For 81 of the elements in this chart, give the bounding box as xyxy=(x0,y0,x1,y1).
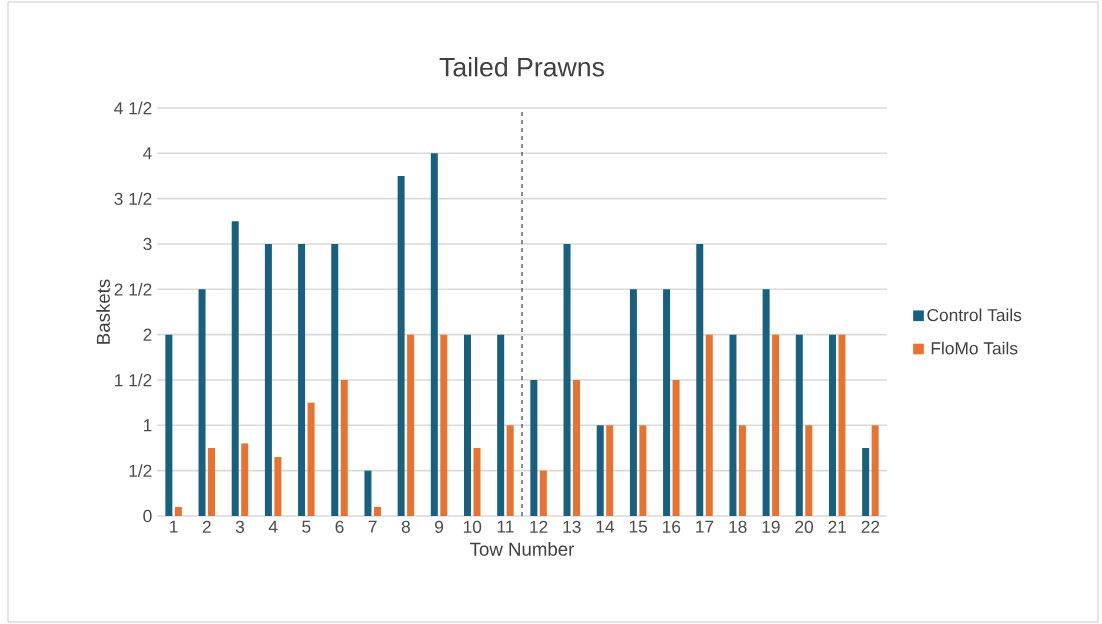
bar xyxy=(340,379,348,516)
x-tick-label: 5 xyxy=(302,520,311,533)
bar xyxy=(241,443,249,516)
x-tick-label: 15 xyxy=(629,520,648,533)
x-tick-label: 8 xyxy=(401,520,410,533)
x-tick-label: 13 xyxy=(563,520,581,533)
y-tick-label: 3 1/2 xyxy=(114,192,152,206)
x-tick-label: 16 xyxy=(663,520,681,533)
y-tick-label: 4 xyxy=(143,147,152,160)
bar xyxy=(696,243,704,516)
bar xyxy=(573,379,581,516)
bar xyxy=(828,334,836,516)
bar xyxy=(208,447,216,516)
y-tick-label: 4 1/2 xyxy=(114,101,152,115)
bar xyxy=(497,334,505,516)
y-axis-title: Baskets xyxy=(96,279,110,344)
x-tick-label: 22 xyxy=(861,520,880,533)
y-tick-label: 1/2 xyxy=(129,464,152,478)
bar xyxy=(871,425,879,516)
bar xyxy=(473,447,481,516)
bar xyxy=(430,153,438,516)
y-tick-label: 2 1/2 xyxy=(114,282,152,296)
x-tick-label: 9 xyxy=(435,520,444,533)
bar xyxy=(772,334,780,516)
bar xyxy=(331,243,339,516)
bar xyxy=(364,470,372,516)
bar xyxy=(862,447,870,516)
bar xyxy=(198,289,206,516)
legend-label: Control Tails xyxy=(927,308,1022,322)
x-tick-label: 18 xyxy=(729,520,747,533)
x-tick-label: 6 xyxy=(335,520,344,533)
bar xyxy=(264,243,272,516)
bar xyxy=(838,334,846,516)
bar xyxy=(463,334,471,516)
x-tick-label: 12 xyxy=(530,520,548,533)
bar xyxy=(165,334,173,516)
bar xyxy=(663,289,671,516)
chart-title: Tailed Prawns xyxy=(439,57,604,77)
bar xyxy=(440,334,448,516)
bar xyxy=(298,243,306,516)
legend-label: FloMo Tails xyxy=(931,341,1018,355)
bar xyxy=(795,334,803,516)
x-tick-label: 2 xyxy=(202,520,211,533)
y-tick-label: 3 xyxy=(143,237,152,251)
bar xyxy=(738,425,746,516)
bar xyxy=(596,425,604,516)
bar xyxy=(407,334,415,516)
bar xyxy=(274,457,282,516)
x-tick-label: 1 xyxy=(170,520,178,533)
x-tick-label: 4 xyxy=(268,520,278,533)
bar xyxy=(307,402,315,516)
bar xyxy=(705,334,713,516)
bar xyxy=(672,379,680,516)
x-tick-label: 10 xyxy=(463,520,482,533)
bar xyxy=(174,506,182,516)
x-tick-label: 20 xyxy=(795,520,814,533)
bar xyxy=(506,425,514,516)
bar xyxy=(639,425,647,516)
x-tick-label: 11 xyxy=(497,520,514,533)
y-tick-label: 2 xyxy=(143,328,152,341)
bar xyxy=(606,425,614,516)
y-tick-label: 0 xyxy=(143,509,152,523)
bar xyxy=(530,379,538,516)
bar xyxy=(762,289,770,516)
x-tick-label: 7 xyxy=(368,520,377,533)
x-tick-label: 19 xyxy=(762,520,780,533)
bar xyxy=(629,289,637,516)
bar xyxy=(397,175,405,516)
bar xyxy=(805,425,813,516)
bar xyxy=(373,506,381,516)
y-tick-label: 1 xyxy=(143,419,152,432)
bar xyxy=(729,334,737,516)
bar xyxy=(231,221,239,516)
bar xyxy=(539,470,547,516)
x-tick-label: 17 xyxy=(696,520,714,533)
x-tick-label: 3 xyxy=(235,520,245,533)
x-axis-title: Tow Number xyxy=(470,542,575,556)
x-tick-label: 14 xyxy=(596,520,615,533)
bar xyxy=(563,243,571,516)
x-tick-label: 21 xyxy=(828,520,847,533)
y-tick-label: 1 1/2 xyxy=(115,373,152,387)
